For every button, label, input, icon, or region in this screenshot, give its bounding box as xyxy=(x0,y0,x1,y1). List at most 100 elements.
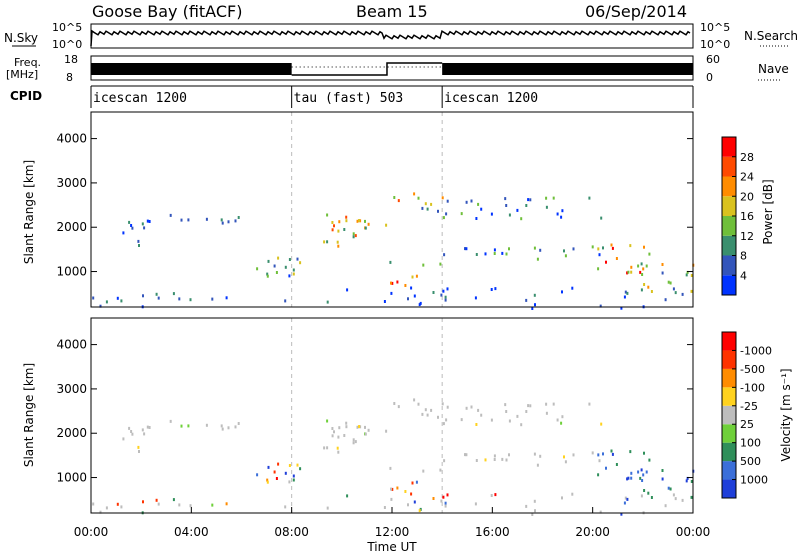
power-cell-157 xyxy=(410,286,413,290)
velocity-cell-44 xyxy=(354,440,357,444)
velocity-cell-167 xyxy=(674,497,677,501)
velocity-cell-45 xyxy=(345,425,348,429)
power-cell-183 xyxy=(444,295,447,299)
power-cell-61 xyxy=(396,280,399,284)
velocity-cell-89 xyxy=(490,418,493,422)
colorbar-label-1: 8 xyxy=(740,250,747,263)
power-cell-65 xyxy=(404,284,407,287)
velocity-cell-87 xyxy=(556,418,559,422)
power-cell-81 xyxy=(529,198,532,202)
power-cell-137 xyxy=(605,260,607,264)
velocity-cell-109 xyxy=(464,453,466,457)
power-cell-194 xyxy=(211,297,214,301)
power-cell-110 xyxy=(465,247,468,251)
power-cell-144 xyxy=(641,273,644,276)
power-heatmap xyxy=(92,192,695,310)
power-cell-188 xyxy=(531,307,534,310)
power-cell-113 xyxy=(475,253,478,256)
velocity-cell-85 xyxy=(508,419,511,423)
velocity-cell-34 xyxy=(352,438,355,442)
power-cell-22 xyxy=(275,271,278,274)
colorbar-label-5: -100 xyxy=(740,381,765,394)
power-cell-185 xyxy=(432,291,435,294)
velocity-cell-41 xyxy=(331,434,334,438)
velocity-cell-91 xyxy=(527,404,530,408)
power-cell-182 xyxy=(157,296,160,300)
velocity-cell-182 xyxy=(157,502,160,506)
power-cell-53 xyxy=(364,226,367,230)
power-cell-44 xyxy=(354,234,357,238)
velocity-cell-68 xyxy=(393,402,396,405)
power-cell-82 xyxy=(560,215,563,219)
velocity-cell-56 xyxy=(385,429,388,433)
power-cell-94 xyxy=(480,207,483,211)
colorbar-frame xyxy=(721,331,737,499)
velocity-cell-126 xyxy=(611,452,614,456)
power-cell-153 xyxy=(172,292,175,296)
freq-left-tick-bottom: 8 xyxy=(66,71,73,84)
velocity-cell-77 xyxy=(442,422,445,426)
power-cell-173 xyxy=(189,298,192,302)
velocity-cell-144 xyxy=(641,479,644,482)
power-cell-124 xyxy=(629,244,632,248)
power-cell-146 xyxy=(690,289,693,293)
velocity-cell-62 xyxy=(411,481,414,485)
velocity-cell-165 xyxy=(533,499,536,503)
velocity-cell-149 xyxy=(643,489,646,492)
power-cell-73 xyxy=(413,192,416,196)
velocity-cell-61 xyxy=(396,486,399,490)
power-cell-106 xyxy=(505,252,508,256)
velocity-cell-92 xyxy=(561,415,564,419)
velocity-cell-127 xyxy=(630,471,633,475)
power-cell-111 xyxy=(564,254,567,258)
colorbar-label-1: 500 xyxy=(740,455,761,468)
xtick-label-3: 12:00 xyxy=(375,525,410,539)
power-cell-125 xyxy=(597,247,600,251)
power-cell-151 xyxy=(686,270,689,274)
velocity-cell-66 xyxy=(437,415,439,419)
velocity-cell-86 xyxy=(446,405,449,409)
colorbar-label-6: 28 xyxy=(740,151,754,164)
power-cell-92 xyxy=(561,209,564,213)
velocity-cell-11 xyxy=(221,427,224,431)
power-cell-68 xyxy=(393,196,396,199)
power-cell-17 xyxy=(237,216,240,219)
power-cell-189 xyxy=(142,294,144,298)
velocity-cell-122 xyxy=(630,476,633,480)
velocity-cell-133 xyxy=(648,458,651,462)
velocity-cell-107 xyxy=(591,451,594,455)
velocity-cell-53 xyxy=(364,432,367,436)
velocity-cell-29 xyxy=(299,467,302,471)
velocity-cell-137 xyxy=(605,466,607,470)
power-cell-191 xyxy=(534,303,536,307)
power-cell-91 xyxy=(527,198,530,202)
power-cell-66 xyxy=(437,209,439,213)
velocity-cell-143 xyxy=(661,469,664,472)
power-cell-28 xyxy=(277,256,280,260)
freq-band-0 xyxy=(91,63,292,75)
power-cell-152 xyxy=(681,292,684,296)
power-cell-63 xyxy=(415,274,418,278)
power-cell-150 xyxy=(669,281,672,285)
velocity-cell-32 xyxy=(296,463,299,467)
velocity-cell-2 xyxy=(143,432,146,436)
power-cell-192 xyxy=(571,286,574,290)
xtick-label-0: 00:00 xyxy=(74,525,109,539)
velocity-cell-3 xyxy=(122,437,125,441)
velocity-cell-170 xyxy=(92,502,95,506)
power-cell-64 xyxy=(390,281,392,285)
colorbar-label-4: -25 xyxy=(740,400,758,413)
nave-label: Nave xyxy=(758,62,789,76)
power-ylabel: Slant Range [km] xyxy=(22,160,36,264)
power-cell-90 xyxy=(460,212,463,216)
power-cell-143 xyxy=(661,263,664,266)
colorbar-swatch-3 xyxy=(722,424,736,443)
power-cell-129 xyxy=(645,264,648,268)
power-cell-55 xyxy=(367,222,370,226)
velocity-cell-9 xyxy=(227,426,230,430)
power-cell-71 xyxy=(441,196,444,200)
power-cell-138 xyxy=(637,264,640,268)
power-cell-198 xyxy=(326,300,329,304)
power-cell-29 xyxy=(299,261,302,265)
power-cell-120 xyxy=(615,257,618,260)
